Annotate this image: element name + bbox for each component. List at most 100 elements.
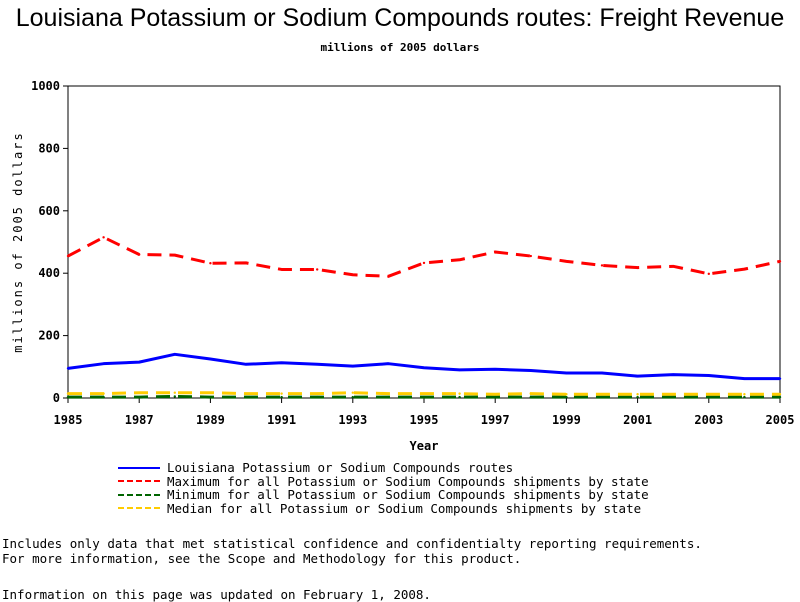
data-point <box>316 363 319 366</box>
data-point <box>173 395 176 398</box>
data-point <box>66 254 70 258</box>
data-point <box>351 391 354 394</box>
data-point <box>244 395 248 399</box>
data-point <box>351 273 354 276</box>
data-point <box>173 253 176 257</box>
legend-item: Louisiana Potassium or Sodium Compounds … <box>118 460 649 476</box>
data-point <box>458 368 461 372</box>
data-point <box>422 261 426 265</box>
data-point <box>422 392 426 395</box>
data-point <box>529 395 532 399</box>
data-point <box>529 254 532 258</box>
data-point <box>707 272 710 276</box>
x-tick-label: 1985 <box>54 413 83 427</box>
data-point <box>458 258 461 261</box>
data-point <box>494 250 497 254</box>
data-point <box>387 392 390 395</box>
data-point <box>743 393 746 396</box>
data-point <box>351 395 354 399</box>
data-point <box>280 361 283 364</box>
data-point <box>494 393 497 396</box>
data-point <box>600 371 604 375</box>
y-tick-label: 0 <box>53 391 60 405</box>
data-point <box>494 395 497 399</box>
data-point <box>66 392 70 395</box>
plot-frame <box>67 85 781 399</box>
legend-swatch <box>118 466 160 469</box>
data-point <box>387 362 390 365</box>
data-point <box>636 395 639 399</box>
legend-item: Median for all Potassium or Sodium Compo… <box>118 500 649 516</box>
data-point <box>102 395 105 399</box>
y-tick-label: 1000 <box>31 79 60 93</box>
data-point <box>138 253 141 256</box>
x-tick-label: 1991 <box>267 413 296 427</box>
legend-swatch <box>118 480 160 483</box>
data-point <box>672 373 675 376</box>
updated-text: Information on this page was updated on … <box>2 587 431 602</box>
data-point <box>138 395 141 399</box>
data-point <box>565 260 568 263</box>
data-point <box>672 265 675 268</box>
data-point <box>66 395 70 399</box>
data-point <box>778 393 782 396</box>
series-line-1 <box>67 235 781 278</box>
data-point <box>743 395 746 399</box>
x-tick-label: 1997 <box>481 413 510 427</box>
x-tick-label: 1993 <box>338 413 367 427</box>
legend-label: Minimum for all Potassium or Sodium Comp… <box>167 487 649 503</box>
data-point <box>636 393 639 396</box>
data-point <box>280 392 283 395</box>
x-tick-label: 2005 <box>766 413 795 427</box>
y-tick-label: 800 <box>38 141 60 155</box>
data-point <box>387 275 390 278</box>
data-point <box>244 261 248 265</box>
data-point <box>778 260 782 263</box>
data-point <box>102 236 105 239</box>
data-point <box>422 366 426 369</box>
data-point <box>244 363 248 366</box>
data-point <box>138 360 141 364</box>
data-point <box>102 392 105 395</box>
data-point <box>209 357 212 361</box>
data-point <box>529 392 532 395</box>
data-point <box>422 395 426 399</box>
data-point <box>280 395 283 399</box>
data-point <box>636 374 639 378</box>
data-point <box>494 368 497 371</box>
x-tick-label: 1987 <box>125 413 154 427</box>
line-chart: 0 200 400 600 800 1000 1985 1987 1989 1991 1993 199… <box>11 79 795 453</box>
x-tick-label: 2003 <box>694 413 723 427</box>
legend-swatch <box>118 507 160 510</box>
legend-item: Maximum for all Potassium or Sodium Comp… <box>118 473 649 489</box>
legend-item: Minimum for all Potassium or Sodium Comp… <box>118 487 649 503</box>
chart-legend: Louisiana Potassium or Sodium Compounds … <box>118 460 649 516</box>
data-point <box>102 362 105 365</box>
data-point <box>743 267 746 271</box>
legend-swatch <box>118 493 160 496</box>
data-point <box>387 395 390 399</box>
data-point <box>244 392 248 395</box>
notes: Includes only data that met statistical … <box>2 536 702 566</box>
x-tick-label: 1989 <box>196 413 225 427</box>
data-point <box>600 264 604 267</box>
data-point <box>565 395 568 399</box>
data-point <box>600 393 604 396</box>
legend-label: Maximum for all Potassium or Sodium Comp… <box>167 473 649 489</box>
y-tick-label: 400 <box>38 266 60 280</box>
legend-label: Louisiana Potassium or Sodium Compounds … <box>167 460 514 476</box>
x-tick-label: 1999 <box>552 413 581 427</box>
legend-label: Median for all Potassium or Sodium Compo… <box>167 500 642 516</box>
data-point <box>209 262 212 265</box>
x-axis-label: Year <box>410 439 439 453</box>
data-point <box>778 377 782 380</box>
data-point <box>209 395 212 399</box>
note-line: Includes only data that met statistical … <box>2 536 702 551</box>
data-point <box>280 268 283 271</box>
data-point <box>672 395 675 399</box>
data-point <box>458 392 461 395</box>
data-point <box>316 268 319 271</box>
y-tick-label: 600 <box>38 204 60 218</box>
data-point <box>351 364 354 368</box>
data-point <box>173 353 176 356</box>
